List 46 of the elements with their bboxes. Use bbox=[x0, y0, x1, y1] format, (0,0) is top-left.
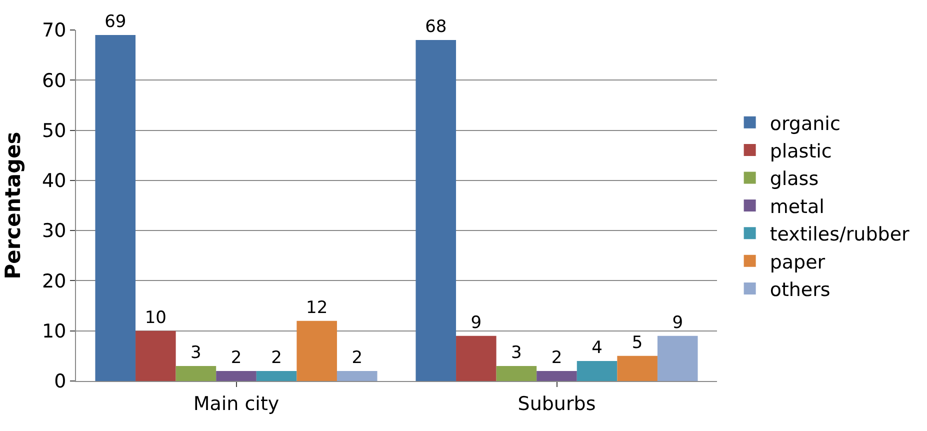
bar bbox=[617, 356, 658, 381]
data-label: 3 bbox=[511, 342, 522, 363]
data-label: 9 bbox=[672, 312, 684, 333]
legend-label: textiles/rubber bbox=[770, 224, 910, 246]
bar bbox=[176, 366, 216, 381]
y-tick-label: 60 bbox=[42, 70, 66, 92]
legend-label: metal bbox=[770, 196, 824, 218]
bar bbox=[657, 336, 698, 381]
data-label: 68 bbox=[425, 17, 447, 38]
data-label: 2 bbox=[271, 348, 282, 368]
bar bbox=[576, 360, 618, 381]
data-label: 10 bbox=[144, 308, 166, 328]
y-tick-label: 40 bbox=[42, 170, 66, 192]
data-label: 2 bbox=[352, 348, 363, 368]
bar bbox=[456, 336, 496, 381]
bar bbox=[496, 366, 537, 381]
bar bbox=[416, 40, 456, 381]
data-label: 69 bbox=[104, 12, 126, 32]
y-tick-label: 70 bbox=[42, 20, 66, 42]
legend-label: paper bbox=[770, 251, 826, 274]
data-label: 9 bbox=[470, 312, 482, 333]
y-tick-label: 20 bbox=[42, 270, 66, 292]
legend-label: organic bbox=[770, 112, 840, 135]
bar bbox=[536, 370, 577, 381]
bar bbox=[296, 320, 337, 381]
bar bbox=[216, 370, 256, 381]
x-tick-label: Main city bbox=[193, 392, 280, 415]
y-axis-title: Percentages bbox=[1, 132, 26, 280]
y-tick-label: 30 bbox=[42, 220, 66, 242]
bar bbox=[256, 370, 297, 381]
data-label: 4 bbox=[592, 338, 602, 358]
data-label: 2 bbox=[230, 348, 242, 368]
y-tick-label: 0 bbox=[54, 370, 66, 393]
bar bbox=[95, 35, 136, 381]
data-label: 3 bbox=[190, 342, 202, 363]
legend-label: plastic bbox=[770, 140, 832, 162]
data-label: 2 bbox=[551, 348, 562, 368]
bar bbox=[336, 370, 378, 381]
y-tick-label: 50 bbox=[42, 120, 66, 142]
legend-label: others bbox=[770, 278, 830, 301]
legend-label: glass bbox=[770, 168, 819, 190]
data-label: 5 bbox=[632, 332, 643, 353]
y-tick-label: 10 bbox=[42, 320, 66, 343]
x-tick-label: Suburbs bbox=[518, 392, 596, 415]
bar bbox=[136, 330, 176, 381]
data-label: 12 bbox=[306, 298, 328, 318]
